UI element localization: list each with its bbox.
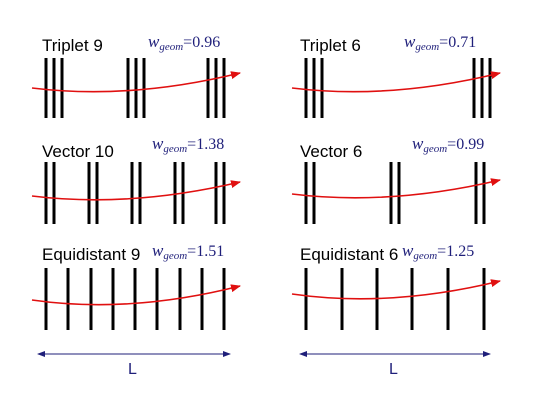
wgeom-label-triplet-9: wgeom=0.96 <box>148 32 221 53</box>
w-symbol: w <box>148 32 160 51</box>
panel-title-equidistant-6: Equidistant 6 <box>300 245 399 264</box>
panel-title-vector-6: Vector 6 <box>300 142 363 161</box>
panel-title-vector-10: Vector 10 <box>42 142 114 161</box>
particle-track <box>31 284 241 306</box>
w-value: 0.71 <box>448 34 477 51</box>
w-subscript: geom <box>423 143 448 155</box>
particle-track <box>31 71 241 93</box>
w-symbol: w <box>404 32 416 51</box>
particle-track <box>291 279 501 300</box>
layers-vector-6 <box>304 162 486 224</box>
w-value: 1.25 <box>446 243 475 260</box>
w-symbol: w <box>152 241 164 260</box>
particle-track <box>31 180 241 201</box>
w-subscript: geom <box>163 250 188 262</box>
wgeom-label-vector-10: wgeom=1.38 <box>152 134 225 155</box>
layers-triplet-9 <box>44 58 226 118</box>
wgeom-label-equidistant-9: wgeom=1.51 <box>152 241 225 262</box>
wgeom-label-triplet-6: wgeom=0.71 <box>404 32 477 53</box>
particle-track <box>291 71 501 93</box>
w-subscript: geom <box>163 143 188 155</box>
panel-title-triplet-6: Triplet 6 <box>300 36 361 55</box>
layers-triplet-6 <box>304 58 492 118</box>
length-label-right: L <box>389 361 398 378</box>
particle-track <box>291 178 501 199</box>
w-subscript: geom <box>159 41 184 53</box>
w-symbol: w <box>412 134 424 153</box>
w-value: 1.38 <box>196 136 225 153</box>
w-value: 0.96 <box>192 34 221 51</box>
layers-equidistant-9 <box>44 268 226 330</box>
w-subscript: geom <box>413 250 438 262</box>
layers-vector-10 <box>44 162 226 224</box>
wgeom-label-equidistant-6: wgeom=1.25 <box>402 241 475 262</box>
w-symbol: w <box>402 241 414 260</box>
wgeom-label-vector-6: wgeom=0.99 <box>412 134 485 155</box>
layers-equidistant-6 <box>304 268 486 330</box>
w-value: 0.99 <box>456 136 485 153</box>
panel-title-equidistant-9: Equidistant 9 <box>42 245 141 264</box>
panel-title-triplet-9: Triplet 9 <box>42 36 103 55</box>
length-label-left: L <box>128 361 137 378</box>
w-subscript: geom <box>415 41 440 53</box>
w-symbol: w <box>152 134 164 153</box>
w-value: 1.51 <box>196 243 225 260</box>
